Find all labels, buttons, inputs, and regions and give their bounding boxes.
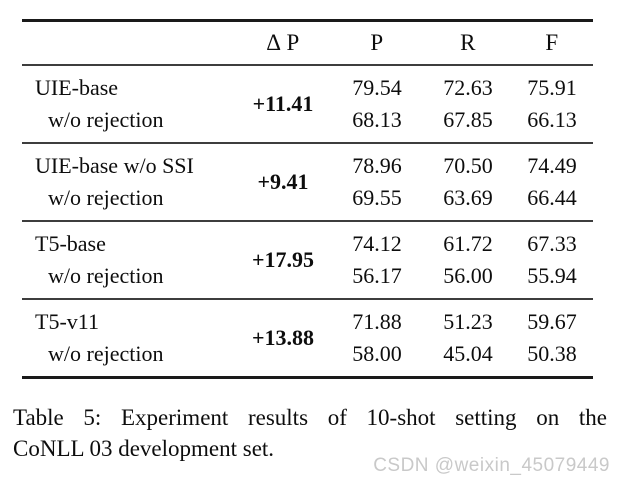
table-group-row: UIE-base w/o SSI w/o rejection +9.41 78.…: [22, 144, 593, 222]
metric-value: 59.67: [527, 309, 577, 334]
metric-value: 75.91: [527, 75, 577, 100]
model-label-cell: T5-base w/o rejection: [22, 228, 237, 292]
table-caption-line2: CoNLL 03 development set.: [13, 436, 275, 461]
col-header-p: P: [370, 30, 384, 55]
metric-value: 70.50: [443, 153, 493, 178]
table-caption-line1: Table 5: Experiment results of 10-shot s…: [13, 405, 607, 430]
metric-value: 55.94: [527, 263, 577, 288]
metric-values-p: 71.88 58.00: [329, 306, 425, 370]
metric-value: 69.55: [352, 185, 402, 210]
metric-values-p: 79.54 68.13: [329, 72, 425, 136]
metric-value: 66.44: [527, 185, 577, 210]
metric-values-f: 67.33 55.94: [511, 228, 593, 292]
delta-p-value: +9.41: [257, 169, 309, 194]
metric-value: 50.38: [527, 341, 577, 366]
variant-name: w/o rejection: [48, 185, 164, 210]
metric-values-r: 70.50 63.69: [425, 150, 511, 214]
metric-value: 67.33: [527, 231, 577, 256]
model-name: UIE-base: [35, 75, 119, 100]
col-header-r: R: [460, 30, 476, 55]
metric-value: 51.23: [443, 309, 493, 334]
metric-value: 63.69: [443, 185, 493, 210]
metric-value: 67.85: [443, 107, 493, 132]
delta-p-value: +13.88: [251, 325, 315, 350]
table-header-row: Δ P P R F: [22, 22, 593, 66]
metric-value: 61.72: [443, 231, 493, 256]
table-caption: Table 5: Experiment results of 10-shot s…: [13, 402, 607, 464]
table-group-row: T5-base w/o rejection +17.95 74.12 56.17…: [22, 222, 593, 300]
col-header-f: F: [545, 30, 559, 55]
model-label-cell: UIE-base w/o rejection: [22, 72, 237, 136]
metric-value: 56.17: [352, 263, 402, 288]
metric-value: 71.88: [352, 309, 402, 334]
metric-value: 78.96: [352, 153, 402, 178]
metric-values-p: 78.96 69.55: [329, 150, 425, 214]
table-group-row: T5-v11 w/o rejection +13.88 71.88 58.00 …: [22, 300, 593, 376]
metric-value: 58.00: [352, 341, 402, 366]
metric-value: 79.54: [352, 75, 402, 100]
model-name: T5-v11: [35, 309, 99, 334]
delta-p-value: +11.41: [252, 91, 314, 116]
metric-value: 45.04: [443, 341, 493, 366]
metric-value: 68.13: [352, 107, 402, 132]
col-header-delta-p: Δ P: [266, 30, 300, 55]
metric-values-f: 75.91 66.13: [511, 72, 593, 136]
metric-value: 56.00: [443, 263, 493, 288]
model-label-cell: T5-v11 w/o rejection: [22, 306, 237, 370]
metric-values-r: 51.23 45.04: [425, 306, 511, 370]
results-table: Δ P P R F UIE-base w/o rejection +11.41 …: [22, 19, 593, 379]
delta-p-value: +17.95: [251, 247, 315, 272]
metric-value: 72.63: [443, 75, 493, 100]
metric-value: 66.13: [527, 107, 577, 132]
metric-value: 74.12: [352, 231, 402, 256]
variant-name: w/o rejection: [48, 107, 164, 132]
metric-values-r: 72.63 67.85: [425, 72, 511, 136]
model-name: UIE-base w/o SSI: [35, 153, 194, 178]
variant-name: w/o rejection: [48, 341, 164, 366]
table-group-row: UIE-base w/o rejection +11.41 79.54 68.1…: [22, 66, 593, 144]
metric-values-r: 61.72 56.00: [425, 228, 511, 292]
metric-value: 74.49: [527, 153, 577, 178]
watermark: CSDN @weixin_45079449: [373, 455, 610, 476]
variant-name: w/o rejection: [48, 263, 164, 288]
metric-values-f: 59.67 50.38: [511, 306, 593, 370]
model-name: T5-base: [35, 231, 106, 256]
metric-values-p: 74.12 56.17: [329, 228, 425, 292]
model-label-cell: UIE-base w/o SSI w/o rejection: [22, 150, 237, 214]
metric-values-f: 74.49 66.44: [511, 150, 593, 214]
